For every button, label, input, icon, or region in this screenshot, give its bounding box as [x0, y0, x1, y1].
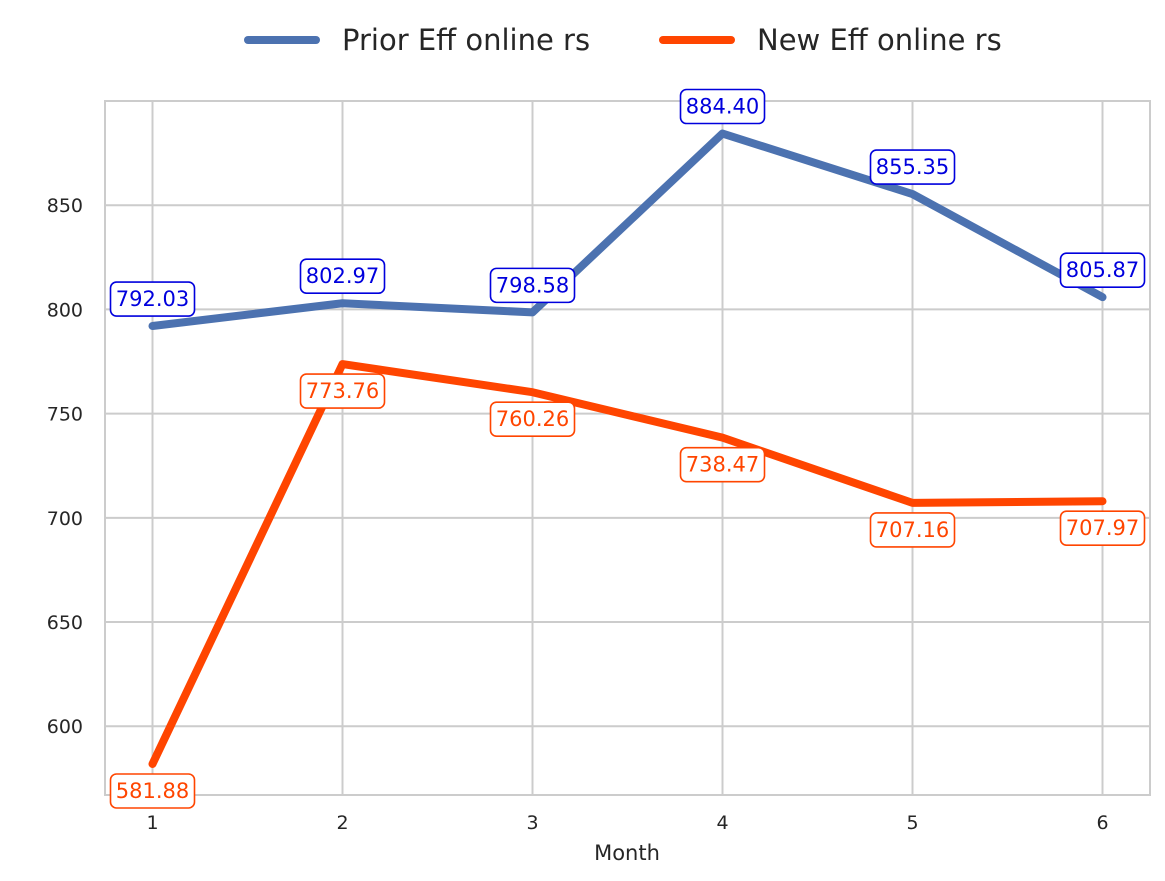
data-label-text: 884.40 [686, 95, 759, 119]
data-label-box [299, 373, 386, 409]
y-tick-label: 600 [47, 716, 83, 738]
y-tick-label: 750 [47, 404, 83, 426]
data-labels: 792.03 802.97 798.58 884.40 855.35 805.87 581.… [109, 88, 1146, 809]
axis-ticks: 1 2 3 4 5 6 600 650 700 750 800 850 [47, 195, 1109, 834]
data-label: 792.03 [109, 281, 196, 317]
legend-item: Prior Eff online rs [244, 23, 590, 57]
data-label-text: 802.97 [306, 264, 379, 288]
data-label: 805.87 [1059, 252, 1146, 288]
legend-label: Prior Eff online rs [342, 23, 590, 57]
data-label: 760.26 [489, 401, 576, 438]
data-label: 707.97 [1059, 510, 1146, 547]
data-label-box [869, 512, 956, 548]
data-label-box [489, 267, 576, 304]
legend: Prior Eff online rs New Eff online rs [244, 23, 1002, 57]
data-label: 884.40 [679, 88, 766, 125]
series-line-2 [148, 360, 1107, 768]
data-label-box [1059, 510, 1146, 547]
data-label-text: 738.47 [686, 453, 759, 477]
data-label-text: 792.03 [116, 287, 189, 311]
plot-area-frame [104, 100, 1151, 796]
data-label-box [109, 281, 196, 317]
data-label: 798.58 [489, 267, 576, 304]
data-label: 581.88 [109, 773, 196, 809]
legend-item: New Eff online rs [659, 23, 1002, 57]
data-label-text: 855.35 [876, 155, 949, 179]
x-axis-title: Month [594, 841, 660, 865]
x-tick-label: 2 [336, 812, 348, 834]
x-tick-label: 5 [906, 812, 918, 834]
grid-lines [105, 101, 1150, 795]
data-label-text: 581.88 [116, 779, 189, 803]
data-label: 738.47 [679, 446, 766, 483]
data-label-box [869, 149, 956, 185]
data-label-box [109, 773, 196, 809]
data-label-text: 707.16 [876, 518, 949, 542]
data-label-text: 805.87 [1066, 258, 1139, 282]
data-label-box [679, 446, 766, 483]
data-label-box [299, 258, 386, 295]
data-label: 802.97 [299, 258, 386, 295]
x-tick-label: 4 [716, 812, 728, 834]
y-tick-label: 650 [47, 612, 83, 634]
data-label: 773.76 [299, 373, 386, 409]
data-label-text: 798.58 [496, 273, 569, 297]
data-label-text: 760.26 [496, 407, 569, 431]
y-tick-label: 800 [47, 299, 83, 321]
data-label: 855.35 [869, 149, 956, 185]
x-tick-label: 6 [1096, 812, 1108, 834]
data-label-text: 773.76 [306, 379, 379, 403]
data-label-box [679, 88, 766, 125]
data-label-box [1059, 252, 1146, 288]
data-label: 707.16 [869, 512, 956, 548]
data-label-box [489, 401, 576, 438]
x-tick-label: 3 [526, 812, 538, 834]
series-lines [148, 129, 1107, 768]
y-tick-label: 700 [47, 508, 83, 530]
series-line-1 [148, 129, 1107, 331]
legend-label: New Eff online rs [757, 23, 1002, 57]
data-label-text: 707.97 [1066, 516, 1139, 540]
y-tick-label: 850 [47, 195, 83, 217]
x-tick-label: 1 [146, 812, 158, 834]
